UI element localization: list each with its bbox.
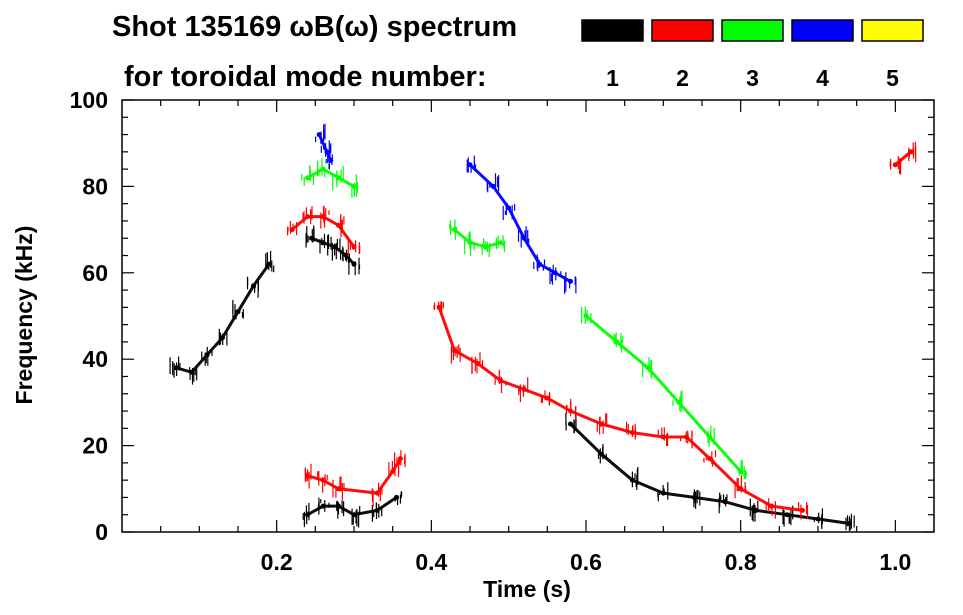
series-6-point-4	[521, 386, 527, 392]
y-tick-label: 80	[82, 173, 108, 199]
series-line-8	[306, 167, 355, 188]
legend-swatch-mode-3	[721, 19, 784, 42]
legend-label-mode-5: 5	[886, 65, 899, 91]
series-n-4-early	[315, 123, 334, 170]
legend-label-mode-3: 3	[746, 65, 759, 91]
series-4-point-3	[336, 222, 341, 228]
legend-label-mode-1: 1	[606, 65, 619, 91]
x-tick-label: 0.4	[415, 549, 447, 575]
y-tick-label: 100	[70, 87, 108, 113]
y-tick-label: 40	[82, 346, 108, 372]
series-3-point-7	[784, 512, 790, 518]
series-n-3-descent	[581, 306, 747, 480]
series-n-2-main	[433, 301, 809, 520]
series-6-point-12	[738, 486, 744, 492]
y-tick-label: 0	[95, 519, 108, 545]
series-0-point-4	[235, 309, 241, 315]
legend-swatch-mode-5	[861, 19, 924, 42]
legend-swatch-mode-2	[651, 19, 714, 42]
series-6-point-11	[707, 456, 713, 462]
series-line-2	[306, 496, 398, 517]
series-n-2-late	[889, 141, 917, 175]
y-tick-label: 60	[82, 260, 108, 286]
series-n-1-low-band	[302, 491, 403, 528]
series-n-3-early	[301, 157, 358, 198]
legend-swatch-mode-4	[791, 19, 854, 42]
axes: 0.2 0.4 0.6 0.8 1.0 0 20 40 60 80 100	[70, 87, 935, 575]
series-n-1-late-low	[565, 412, 855, 531]
series-n-2-early	[287, 205, 361, 257]
chart-title-line1: Shot 135169 ωB(ω) spectrum	[112, 11, 517, 43]
series-n-4-upper	[466, 155, 577, 294]
legend-swatch-mode-1	[581, 19, 644, 42]
series-line-10	[585, 314, 742, 473]
x-tick-label: 0.2	[261, 549, 293, 575]
legend-label-mode-4: 4	[816, 65, 829, 91]
y-axis-label: Frequency (kHz)	[11, 226, 37, 405]
series-n-3-mid	[449, 219, 506, 258]
series-8-point-0	[305, 175, 311, 181]
series-line-5	[307, 457, 402, 495]
x-axis-label: Time (s)	[483, 576, 571, 602]
y-tick-label: 20	[82, 433, 108, 459]
series-11-point-6	[568, 278, 573, 284]
x-tick-label: 0.8	[725, 549, 757, 575]
plot-area	[122, 100, 934, 532]
series-n-1-burst	[305, 225, 361, 276]
series-n-1-early-chirp	[169, 250, 275, 385]
series-7-point-0	[892, 162, 898, 168]
series-6-point-5	[544, 395, 550, 401]
x-tick-label: 0.6	[570, 549, 602, 575]
plot-background	[122, 100, 934, 532]
spectrum-marks	[169, 123, 917, 531]
series-11-point-1	[490, 183, 496, 189]
series-line-9	[453, 228, 502, 249]
series-n-2-chirp-low	[304, 450, 406, 507]
x-tick-label: 1.0	[879, 549, 911, 575]
plot-frame	[121, 99, 935, 533]
series-9-point-3	[498, 240, 504, 246]
legend-label-mode-2: 2	[676, 65, 689, 91]
series-3-point-8	[815, 516, 821, 522]
series-line-3	[569, 422, 850, 525]
chart-title-line2: for toroidal mode number:	[124, 61, 487, 93]
legend: 1 2 3 4 5	[581, 19, 924, 91]
series-3-point-0	[568, 421, 573, 427]
